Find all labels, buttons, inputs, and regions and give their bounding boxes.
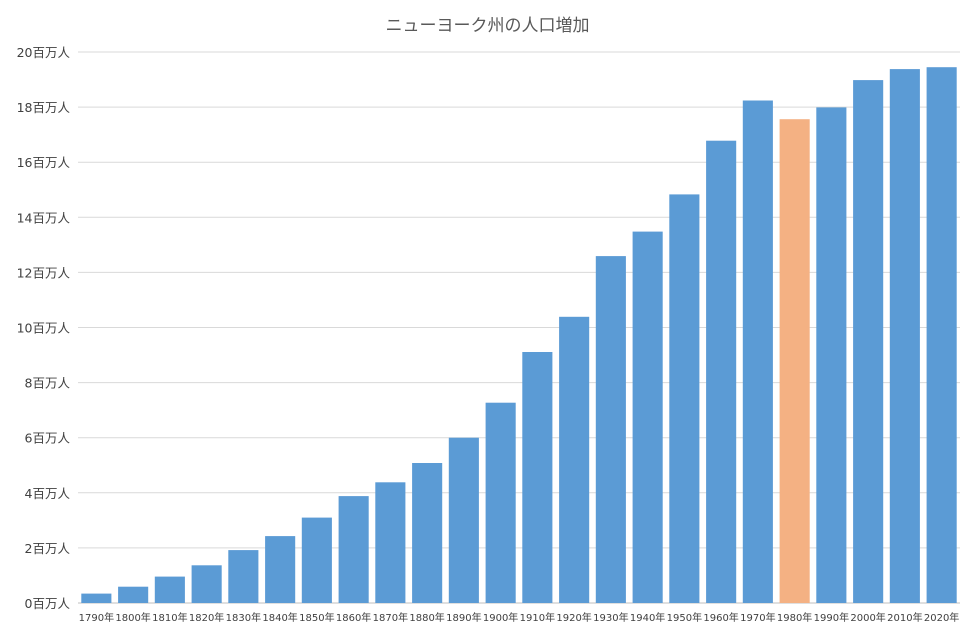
y-tick-label: 20百万人: [17, 45, 71, 60]
bar-1920年: [559, 316, 590, 603]
bar-1960年: [706, 140, 737, 603]
y-tick-label: 10百万人: [17, 321, 71, 336]
x-tick-label: 1920年: [556, 611, 591, 624]
x-tick-label: 1960年: [703, 611, 738, 624]
y-axis-ticks: 0百万人 2百万人 4百万人 6百万人 8百万人 10百万人 12百万人 14百万人 16百万人…: [17, 45, 71, 611]
x-tick-label: 1880年: [409, 611, 444, 624]
x-tick-label: 1890年: [446, 611, 481, 624]
x-tick-label: 1940年: [630, 611, 665, 624]
y-tick-label: 18百万人: [17, 100, 71, 115]
bar-1820年: [191, 565, 222, 603]
bar-1870年: [375, 482, 406, 603]
chart-title: ニューヨーク州の人口増加: [385, 16, 590, 36]
bar-1990年: [816, 107, 847, 604]
x-tick-label: 1900年: [483, 611, 518, 624]
bar-1930年: [595, 256, 626, 603]
bar-2010年: [889, 69, 920, 604]
x-tick-label: 1850年: [299, 611, 334, 624]
bar-1830年: [228, 550, 259, 603]
bar-1860年: [338, 496, 369, 603]
bar-1910年: [522, 352, 553, 603]
bar-1970年: [742, 100, 773, 603]
x-tick-label: 1840年: [262, 611, 297, 624]
x-tick-label: 1930年: [593, 611, 628, 624]
y-tick-label: 14百万人: [17, 210, 71, 225]
x-tick-label: 2020年: [924, 611, 959, 624]
y-tick-label: 4百万人: [25, 486, 71, 501]
bar-1950年: [669, 194, 700, 603]
x-tick-label: 1790年: [79, 611, 114, 624]
x-tick-label: 1810年: [152, 611, 187, 624]
x-tick-label: 2000年: [850, 611, 885, 624]
bar-2000年: [853, 80, 884, 604]
x-tick-label: 1910年: [520, 611, 555, 624]
x-tick-label: 1820年: [189, 611, 224, 624]
bar-1810年: [154, 576, 185, 603]
x-tick-label: 1990年: [814, 611, 849, 624]
y-tick-label: 2百万人: [25, 541, 71, 556]
bars: [81, 67, 957, 604]
bar-1800年: [118, 586, 149, 603]
x-tick-label: 1870年: [373, 611, 408, 624]
x-tick-label: 1860年: [336, 611, 371, 624]
bar-2020年: [926, 67, 957, 603]
y-tick-label: 6百万人: [25, 431, 71, 446]
bar-1980年: [779, 119, 810, 603]
gridlines: [78, 51, 960, 604]
x-tick-label: 1970年: [740, 611, 775, 624]
x-tick-label: 1950年: [667, 611, 702, 624]
y-tick-label: 0百万人: [25, 596, 71, 611]
bar-1840年: [265, 536, 296, 603]
bar-1900年: [485, 402, 516, 603]
y-tick-label: 16百万人: [17, 155, 71, 170]
y-tick-label: 12百万人: [17, 265, 71, 280]
bar-1850年: [301, 517, 332, 603]
bar-1890年: [448, 437, 479, 603]
bar-1940年: [632, 231, 663, 603]
x-tick-label: 1830年: [226, 611, 261, 624]
x-tick-label: 2010年: [887, 611, 922, 624]
bar-1880年: [412, 463, 443, 603]
x-tick-label: 1980年: [777, 611, 812, 624]
bar-1790年: [81, 593, 112, 603]
x-tick-label: 1800年: [115, 611, 150, 624]
x-axis-ticks: 1790年 1800年 1810年 1820年 1830年 1840年 1850年 1860年…: [79, 611, 960, 624]
y-tick-label: 8百万人: [25, 376, 71, 391]
